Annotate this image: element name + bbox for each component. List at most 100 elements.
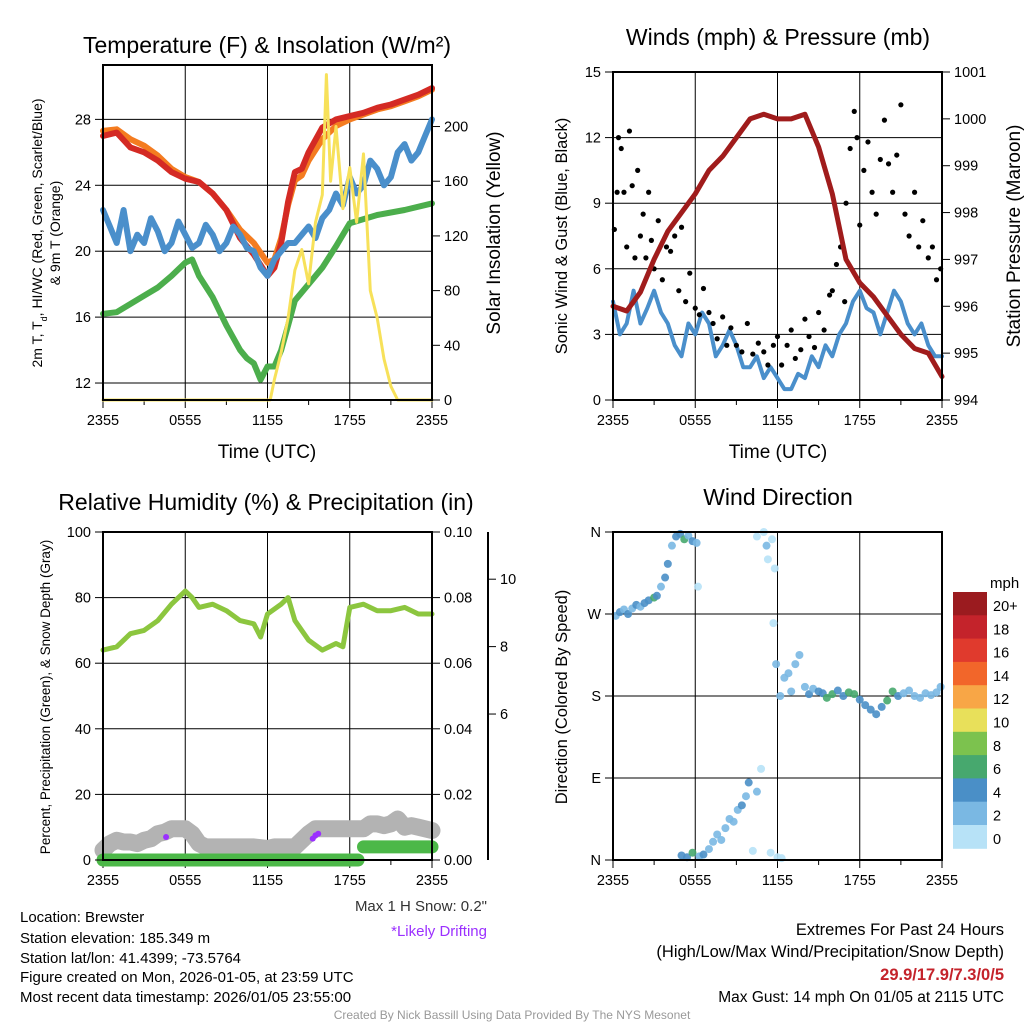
direction-y-tick-label: S bbox=[591, 689, 601, 705]
gust-point bbox=[765, 362, 771, 368]
pressure-y-axis-label: Station Pressure (Maroon) bbox=[1004, 125, 1024, 348]
direction-point bbox=[757, 764, 766, 773]
direction-point bbox=[877, 702, 886, 711]
series-line-solar-insolation bbox=[101, 73, 434, 402]
direction-point bbox=[905, 686, 914, 695]
direction-point bbox=[763, 555, 772, 564]
direction-point bbox=[800, 682, 809, 691]
gust-point bbox=[632, 255, 638, 261]
direction-point bbox=[624, 610, 633, 618]
precip-y-tick-label: 0.00 bbox=[444, 853, 472, 869]
gust-point bbox=[929, 244, 936, 250]
gust-point bbox=[898, 102, 904, 108]
gust-point bbox=[811, 344, 818, 351]
solar-y-tick-label: 160 bbox=[444, 174, 468, 190]
precip-y-tick-label: 0.02 bbox=[444, 787, 472, 803]
series-line-station-pressure bbox=[610, 111, 945, 380]
gust-point bbox=[861, 167, 867, 173]
humidity-x-tick-label: 1155 bbox=[252, 873, 283, 889]
snow-depth-y-tick-label: 8 bbox=[500, 640, 508, 656]
direction-point bbox=[762, 541, 771, 550]
series-line-relative-humidity bbox=[100, 588, 435, 653]
direction-point bbox=[795, 651, 804, 659]
direction-y-tick-label: N bbox=[591, 525, 601, 541]
precip-y-tick-label: 0.08 bbox=[444, 591, 472, 607]
precip-y-tick-label: 0.10 bbox=[444, 525, 472, 541]
solar-y-tick-label: 40 bbox=[444, 338, 460, 354]
direction-point bbox=[769, 619, 778, 628]
direction-point bbox=[770, 564, 779, 573]
gust-point bbox=[902, 211, 908, 217]
gust-point bbox=[843, 200, 849, 206]
humidity-x-tick-label: 2355 bbox=[87, 873, 119, 889]
direction-point bbox=[656, 582, 665, 591]
direction-point bbox=[916, 693, 925, 702]
direction-y-tick-label: W bbox=[587, 607, 601, 623]
gust-point bbox=[683, 299, 689, 305]
wind-y-tick-label: 3 bbox=[593, 327, 601, 343]
gust-point bbox=[648, 237, 654, 243]
humidity-y-tick-label: 60 bbox=[75, 656, 91, 672]
direction-point bbox=[768, 535, 777, 544]
temperature-y-tick-label: 24 bbox=[75, 178, 91, 194]
gust-point bbox=[842, 299, 848, 305]
gust-point bbox=[851, 108, 857, 114]
gust-point bbox=[857, 222, 863, 228]
direction-y-axis-label: Direction (Colored By Speed) bbox=[553, 590, 571, 805]
winds-x-tick-label: 0555 bbox=[679, 413, 711, 429]
gust-point bbox=[865, 139, 871, 145]
direction-point bbox=[791, 660, 800, 669]
gust-point bbox=[925, 255, 931, 261]
gust-point bbox=[829, 288, 835, 294]
colorbar-swatch bbox=[953, 685, 987, 709]
winds-plot-border bbox=[612, 71, 943, 401]
direction-point bbox=[744, 778, 753, 787]
gust-point bbox=[710, 320, 716, 327]
direction-point bbox=[684, 531, 693, 540]
gust-point bbox=[854, 135, 860, 141]
gust-point bbox=[618, 145, 624, 152]
wind-y-tick-label: 0 bbox=[593, 393, 601, 409]
humidity-y-tick-label: 100 bbox=[67, 525, 91, 541]
gust-point bbox=[911, 189, 918, 195]
direction-point bbox=[833, 686, 842, 695]
gust-point bbox=[646, 189, 652, 195]
direction-point bbox=[729, 817, 738, 826]
temperature-plot-border bbox=[102, 64, 433, 401]
pressure-y-tick-label: 996 bbox=[954, 299, 978, 315]
direction-y-tick-label: E bbox=[591, 771, 601, 787]
gust-point bbox=[750, 351, 756, 357]
gust-point bbox=[784, 342, 790, 348]
gust-point bbox=[643, 255, 649, 261]
temperature-x-tick-label: 0555 bbox=[169, 413, 201, 429]
solar-y-tick-label: 120 bbox=[444, 229, 468, 245]
pressure-y-tick-label: 1000 bbox=[954, 112, 986, 128]
wind-y-tick-label: 9 bbox=[593, 196, 601, 212]
gust-point bbox=[626, 128, 633, 134]
gust-point bbox=[894, 152, 900, 158]
wind-direction-chart-title: Wind Direction bbox=[703, 484, 853, 510]
temperature-x-tick-label: 1155 bbox=[252, 413, 283, 429]
direction-point bbox=[663, 559, 672, 568]
temperature-x-tick-label: 2355 bbox=[416, 413, 448, 429]
direction-point bbox=[699, 850, 708, 859]
winds-chart-title: Winds (mph) & Pressure (mb) bbox=[626, 24, 930, 50]
humidity-plot-border bbox=[102, 531, 433, 861]
direction-point bbox=[855, 695, 864, 704]
gust-point bbox=[761, 349, 767, 355]
direction-point bbox=[667, 541, 676, 550]
gust-point bbox=[885, 161, 892, 167]
colorbar-label: 6 bbox=[993, 762, 1001, 778]
gust-point bbox=[744, 320, 750, 327]
temperature-y-tick-label: 28 bbox=[75, 112, 91, 128]
colorbar-swatch bbox=[953, 825, 987, 849]
direction-x-tick-label: 2355 bbox=[597, 873, 629, 889]
colorbar-swatch bbox=[953, 755, 987, 779]
direction-y-tick-label: N bbox=[591, 853, 601, 869]
station-latlon: Station lat/lon: 41.4399; -73.5764 bbox=[20, 950, 241, 967]
colorbar-swatch bbox=[953, 638, 987, 663]
winds-x-axis-label: Time (UTC) bbox=[729, 442, 828, 463]
direction-point bbox=[766, 848, 775, 857]
direction-point bbox=[717, 835, 726, 844]
